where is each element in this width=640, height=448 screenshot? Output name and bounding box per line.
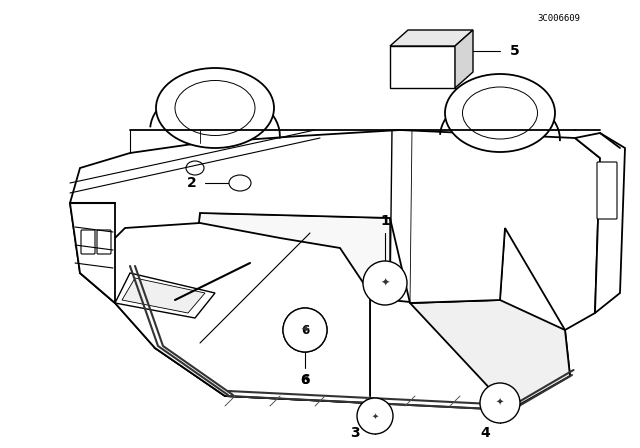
Polygon shape: [122, 278, 205, 313]
Circle shape: [357, 398, 393, 434]
Text: 2: 2: [187, 176, 197, 190]
Polygon shape: [410, 223, 505, 303]
FancyBboxPatch shape: [597, 162, 617, 219]
Text: ✦: ✦: [371, 412, 378, 421]
Polygon shape: [390, 30, 473, 46]
Text: 6: 6: [301, 323, 309, 336]
Text: ✦: ✦: [300, 325, 310, 335]
Text: 3C006609: 3C006609: [537, 13, 580, 22]
Polygon shape: [155, 300, 570, 410]
Polygon shape: [455, 30, 473, 88]
Text: ✦: ✦: [496, 398, 504, 408]
FancyBboxPatch shape: [81, 230, 95, 254]
Text: 1: 1: [380, 214, 390, 228]
Ellipse shape: [186, 161, 204, 175]
Text: 5: 5: [510, 44, 520, 58]
Text: 6: 6: [301, 374, 309, 387]
Polygon shape: [190, 213, 390, 303]
Text: ✦: ✦: [380, 278, 390, 288]
Polygon shape: [70, 203, 115, 303]
Ellipse shape: [156, 68, 274, 148]
Circle shape: [480, 383, 520, 423]
Circle shape: [283, 308, 327, 352]
Polygon shape: [115, 273, 215, 318]
Ellipse shape: [175, 81, 255, 135]
Polygon shape: [80, 223, 370, 403]
Circle shape: [363, 261, 407, 305]
Polygon shape: [410, 300, 570, 410]
Polygon shape: [390, 46, 455, 88]
FancyBboxPatch shape: [97, 230, 111, 254]
Polygon shape: [70, 130, 600, 348]
Text: 6: 6: [300, 373, 310, 387]
Polygon shape: [575, 133, 625, 313]
Polygon shape: [155, 263, 370, 403]
Ellipse shape: [445, 74, 555, 152]
Text: 3: 3: [350, 426, 360, 440]
Text: 4: 4: [480, 426, 490, 440]
Circle shape: [283, 308, 327, 352]
Ellipse shape: [463, 87, 538, 139]
Ellipse shape: [229, 175, 251, 191]
